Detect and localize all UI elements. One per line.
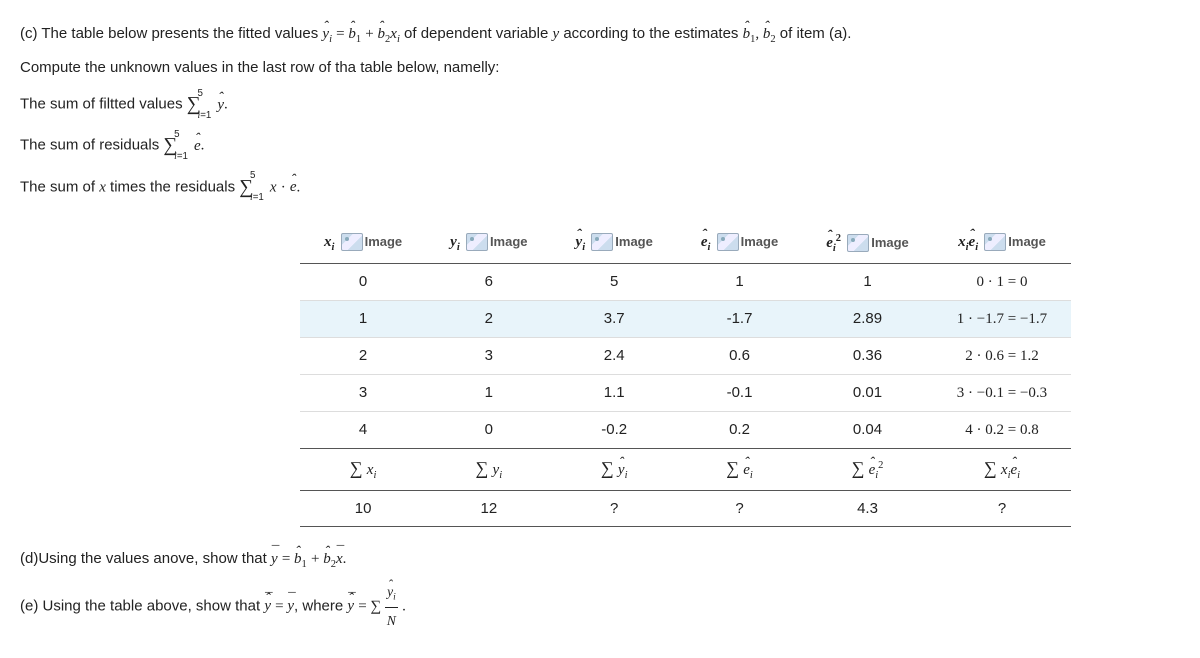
table-row: 123.7-1.72.891 · −1.7 = −1.7 bbox=[300, 300, 1071, 337]
intro-line-3: The sum of filtted values ∑5i=1 y. bbox=[20, 86, 1180, 123]
cell-e: -1.7 bbox=[677, 300, 802, 337]
cell-xe: 4 · 0.2 = 0.8 bbox=[933, 411, 1071, 448]
cell-e2: 0.04 bbox=[802, 411, 933, 448]
placeholder-label: Image bbox=[490, 234, 528, 249]
cell-e: 1 bbox=[677, 263, 802, 300]
cell-yi: 1 bbox=[426, 374, 551, 411]
cell-yhat: 1.1 bbox=[552, 374, 677, 411]
cell-e: 0.6 bbox=[677, 337, 802, 374]
placeholder-label: Image bbox=[1008, 234, 1046, 249]
col-yhat: yi Image bbox=[552, 224, 677, 264]
cell-e2: 2.89 bbox=[802, 300, 933, 337]
text: (d)Using the values anove, show that bbox=[20, 550, 271, 567]
text: times the residuals bbox=[110, 178, 239, 195]
sum-yi: 12 bbox=[426, 490, 551, 526]
placeholder-label: Image bbox=[615, 234, 653, 249]
sum-yhat: ? bbox=[552, 490, 677, 526]
text: The sum of bbox=[20, 178, 99, 195]
text: The sum of residuals bbox=[20, 137, 163, 154]
text: of item (a). bbox=[780, 25, 852, 42]
cell-yi: 3 bbox=[426, 337, 551, 374]
cell-e2: 1 bbox=[802, 263, 933, 300]
placeholder-label: Image bbox=[365, 234, 403, 249]
col-xe: xiei Image bbox=[933, 224, 1071, 264]
table-row: 232.40.60.362 · 0.6 = 1.2 bbox=[300, 337, 1071, 374]
cell-yi: 2 bbox=[426, 300, 551, 337]
cell-e2: 0.01 bbox=[802, 374, 933, 411]
sum-label-row: ∑ xi ∑ yi ∑ yi ∑ ei ∑ ei2 ∑ xiei bbox=[300, 448, 1071, 490]
sum-xi: 10 bbox=[300, 490, 426, 526]
cell-xe: 2 · 0.6 = 1.2 bbox=[933, 337, 1071, 374]
cell-yhat: -0.2 bbox=[552, 411, 677, 448]
part-d: (d)Using the values anove, show that y =… bbox=[20, 545, 1180, 575]
intro-line-1: (c) The table below presents the fitted … bbox=[20, 20, 1180, 50]
intro-line-4: The sum of residuals ∑5i=1 e. bbox=[20, 127, 1180, 164]
placeholder-icon bbox=[341, 233, 363, 251]
sum-value-row: 10 12 ? ? 4.3 ? bbox=[300, 490, 1071, 526]
col-e: ei Image bbox=[677, 224, 802, 264]
cell-yhat: 2.4 bbox=[552, 337, 677, 374]
part-e: (e) Using the table above, show that y =… bbox=[20, 579, 1180, 634]
placeholder-icon bbox=[466, 233, 488, 251]
text: of dependent variable bbox=[404, 25, 552, 42]
placeholder-label: Image bbox=[741, 234, 779, 249]
col-xi: xi Image bbox=[300, 224, 426, 264]
col-e2: ei2 Image bbox=[802, 224, 933, 264]
placeholder-label: Image bbox=[871, 235, 909, 250]
table-row: 40-0.20.20.044 · 0.2 = 0.8 bbox=[300, 411, 1071, 448]
table-row: 065110 · 1 = 0 bbox=[300, 263, 1071, 300]
sum-xe: ? bbox=[933, 490, 1071, 526]
cell-e: -0.1 bbox=[677, 374, 802, 411]
cell-yi: 0 bbox=[426, 411, 551, 448]
cell-xi: 4 bbox=[300, 411, 426, 448]
text: (c) The table below presents the fitted … bbox=[20, 25, 322, 42]
placeholder-icon bbox=[984, 233, 1006, 251]
col-yi: yi Image bbox=[426, 224, 551, 264]
placeholder-icon bbox=[591, 233, 613, 251]
cell-xe: 0 · 1 = 0 bbox=[933, 263, 1071, 300]
intro-line-5: The sum of x times the residuals ∑5i=1 x… bbox=[20, 169, 1180, 206]
cell-yhat: 3.7 bbox=[552, 300, 677, 337]
text: The sum of filtted values bbox=[20, 96, 187, 113]
regression-table: xi Image yi Image yi Image ei Image ei2 … bbox=[300, 224, 1071, 527]
cell-e2: 0.36 bbox=[802, 337, 933, 374]
cell-e: 0.2 bbox=[677, 411, 802, 448]
cell-xi: 0 bbox=[300, 263, 426, 300]
placeholder-icon bbox=[717, 233, 739, 251]
cell-xe: 1 · −1.7 = −1.7 bbox=[933, 300, 1071, 337]
placeholder-icon bbox=[847, 234, 869, 252]
cell-xi: 1 bbox=[300, 300, 426, 337]
sum-e2: 4.3 bbox=[802, 490, 933, 526]
cell-yi: 6 bbox=[426, 263, 551, 300]
text: according to the estimates bbox=[563, 25, 742, 42]
cell-xi: 2 bbox=[300, 337, 426, 374]
cell-yhat: 5 bbox=[552, 263, 677, 300]
sum-e: ? bbox=[677, 490, 802, 526]
table-row: 311.1-0.10.013 · −0.1 = −0.3 bbox=[300, 374, 1071, 411]
intro-line-2: Compute the unknown values in the last r… bbox=[20, 54, 1180, 83]
text: , where bbox=[294, 597, 347, 614]
cell-xe: 3 · −0.1 = −0.3 bbox=[933, 374, 1071, 411]
text: (e) Using the table above, show that bbox=[20, 597, 264, 614]
cell-xi: 3 bbox=[300, 374, 426, 411]
